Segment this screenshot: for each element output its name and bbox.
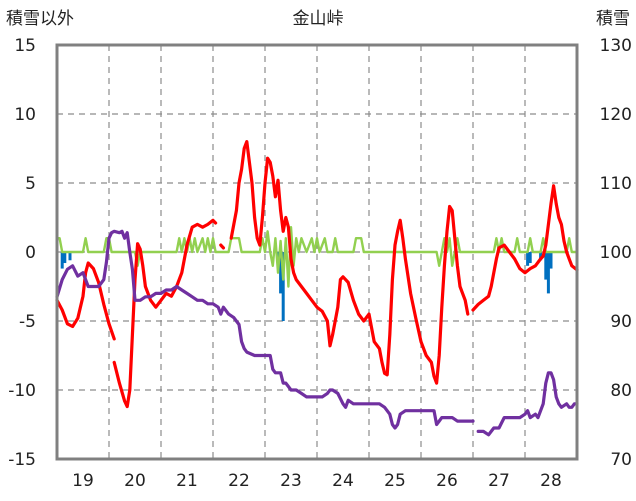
- snow-bar: [526, 252, 530, 266]
- left-tick-label: -5: [19, 312, 36, 332]
- x-tick-label: 24: [332, 471, 354, 491]
- snow-bar: [63, 252, 67, 264]
- left-tick-label: 15: [14, 36, 36, 56]
- right-tick-label: 110: [600, 174, 632, 194]
- series-line-purple: [476, 371, 579, 437]
- right-axis-label: 積雪: [596, 9, 630, 29]
- right-tick-label: 70: [610, 450, 632, 470]
- left-axis-label: 積雪以外: [6, 9, 74, 29]
- left-tick-label: -15: [8, 450, 36, 470]
- right-tick-label: 90: [610, 312, 632, 332]
- plot-frame: [55, 43, 579, 461]
- x-tick-label: 23: [280, 471, 302, 491]
- left-tick-label: 5: [25, 174, 36, 194]
- snow-bar: [546, 252, 550, 294]
- snow-bar: [549, 252, 553, 269]
- x-tick-label: 25: [384, 471, 406, 491]
- series-line-red: [471, 184, 579, 312]
- x-tick-label: 26: [436, 471, 458, 491]
- series-lines: [55, 140, 579, 437]
- left-tick-label: 0: [25, 243, 36, 263]
- snow-bar: [279, 252, 283, 294]
- chart-title: 金山峠: [293, 9, 344, 29]
- x-tick-label: 22: [228, 471, 250, 491]
- x-tick-label: 19: [72, 471, 94, 491]
- right-tick-label: 100: [600, 243, 632, 263]
- x-tick-label: 28: [540, 471, 562, 491]
- left-ticks: 15 10 5 0 -5 -10 -15: [8, 36, 36, 470]
- x-tick-label: 21: [176, 471, 198, 491]
- series-line-red: [219, 243, 225, 250]
- x-ticks: 19 20 21 22 23 24 25 26 27 28: [72, 471, 562, 491]
- snow-bar: [528, 252, 532, 264]
- x-tick-label: 20: [124, 471, 146, 491]
- left-tick-label: -10: [8, 381, 36, 401]
- snow-bar: [60, 252, 64, 269]
- right-ticks: 130 120 110 100 90 80 70: [600, 36, 632, 470]
- left-tick-label: 10: [14, 105, 36, 125]
- snow-bar: [544, 252, 548, 280]
- right-tick-label: 80: [610, 381, 632, 401]
- series-line-purple: [55, 229, 475, 430]
- series-line-red: [229, 140, 470, 385]
- x-tick-label: 27: [488, 471, 510, 491]
- snow-bar: [281, 252, 285, 321]
- snow-bar: [68, 252, 72, 261]
- snow-bar: [539, 252, 543, 261]
- right-tick-label: 120: [600, 105, 632, 125]
- right-tick-label: 130: [600, 36, 632, 56]
- series-line-red: [112, 218, 218, 409]
- series-line-red: [55, 261, 116, 341]
